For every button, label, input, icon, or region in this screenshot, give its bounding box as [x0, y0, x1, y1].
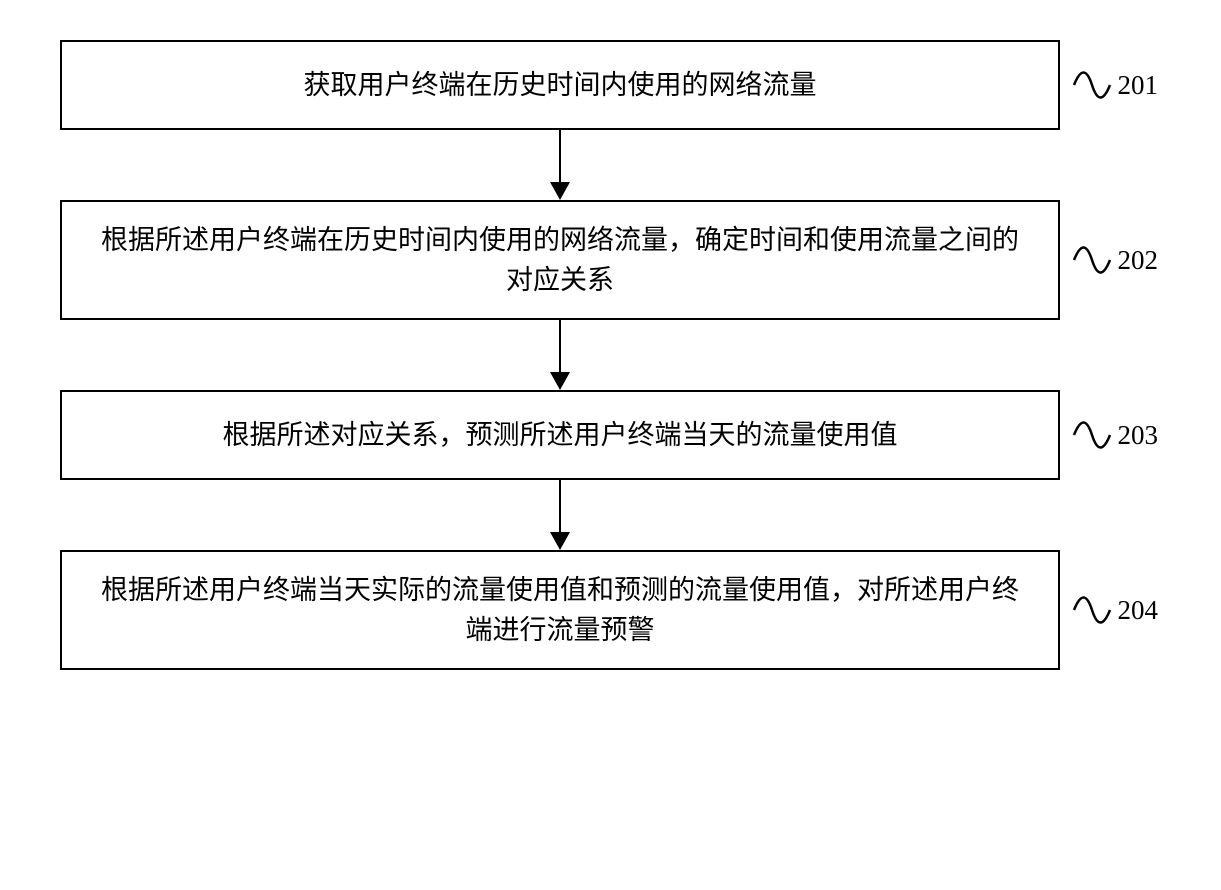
squiggle-icon	[1072, 405, 1112, 465]
squiggle-icon	[1072, 230, 1112, 290]
step-text: 根据所述用户终端当天实际的流量使用值和预测的流量使用值，对所述用户终端进行流量预…	[92, 570, 1028, 651]
step-label: 202	[1072, 230, 1159, 290]
arrow-down-icon	[540, 480, 580, 550]
flowchart-step: 根据所述用户终端在历史时间内使用的网络流量，确定时间和使用流量之间的对应关系 2…	[60, 200, 1060, 320]
step-number: 201	[1118, 70, 1159, 101]
flowchart-step: 获取用户终端在历史时间内使用的网络流量 201	[60, 40, 1060, 130]
arrow-connector	[60, 480, 1060, 550]
step-label: 204	[1072, 580, 1159, 640]
step-number: 203	[1118, 420, 1159, 451]
step-number: 204	[1118, 595, 1159, 626]
flowchart-container: 获取用户终端在历史时间内使用的网络流量 201 根据所述用户终端在历史时间内使用…	[60, 40, 1160, 670]
step-label: 201	[1072, 55, 1159, 115]
arrow-down-icon	[540, 130, 580, 200]
squiggle-icon	[1072, 580, 1112, 640]
flowchart-step: 根据所述用户终端当天实际的流量使用值和预测的流量使用值，对所述用户终端进行流量预…	[60, 550, 1060, 670]
step-number: 202	[1118, 245, 1159, 276]
arrow-connector	[60, 130, 1060, 200]
arrow-connector	[60, 320, 1060, 390]
step-text: 根据所述对应关系，预测所述用户终端当天的流量使用值	[223, 415, 898, 456]
step-label: 203	[1072, 405, 1159, 465]
arrow-down-icon	[540, 320, 580, 390]
step-text: 根据所述用户终端在历史时间内使用的网络流量，确定时间和使用流量之间的对应关系	[92, 220, 1028, 301]
flowchart-step: 根据所述对应关系，预测所述用户终端当天的流量使用值 203	[60, 390, 1060, 480]
squiggle-icon	[1072, 55, 1112, 115]
step-text: 获取用户终端在历史时间内使用的网络流量	[304, 65, 817, 106]
